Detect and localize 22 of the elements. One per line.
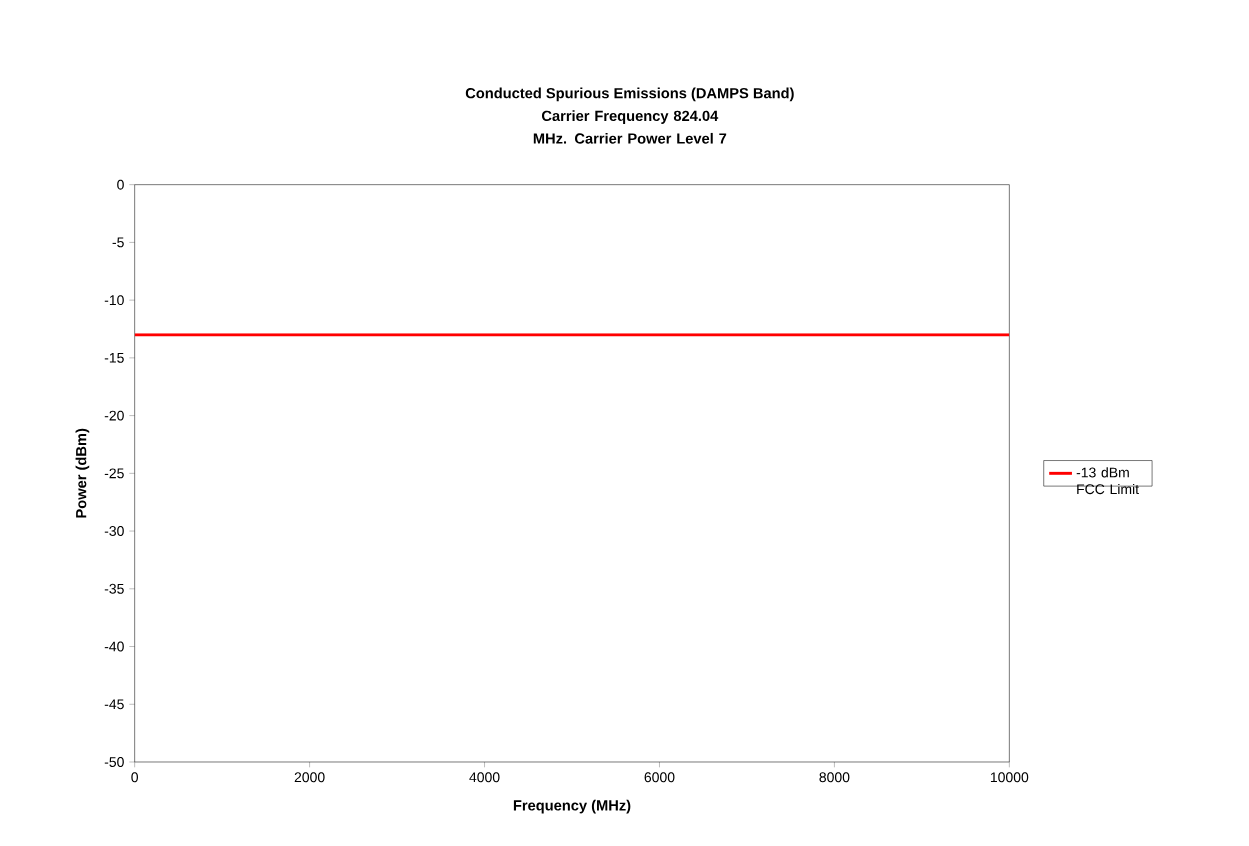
- y-tick-label: 0: [117, 179, 124, 190]
- chart-subtitle: Carrier Frequency 824.04 MHz. Carrier Power Level 7: [533, 110, 727, 144]
- y-tick-label: -45: [104, 699, 124, 710]
- x-tick-label: 2000: [294, 772, 325, 783]
- y-tick-label: -35: [104, 583, 124, 594]
- y-tick-label: -30: [104, 526, 124, 537]
- y-tick-label: -50: [104, 757, 124, 767]
- y-tick-label: -25: [104, 468, 124, 479]
- y-tick-label: -15: [104, 352, 124, 363]
- x-tick-label: 10000: [990, 772, 1029, 783]
- x-tick-label: 0: [131, 772, 139, 783]
- x-tick-label: 6000: [644, 772, 675, 783]
- y-tick-label: -5: [112, 237, 124, 248]
- y-axis-title: Power (dBm): [75, 428, 90, 518]
- legend-label: -13 dBm FCC Limit: [1076, 467, 1139, 495]
- y-tick-label: -40: [104, 641, 124, 652]
- x-tick-label: 8000: [819, 772, 850, 783]
- x-tick-label: 4000: [469, 772, 500, 783]
- chart-title: Conducted Spurious Emissions (DAMPS Band): [465, 87, 794, 102]
- x-axis-title: Frequency (MHz): [513, 799, 631, 814]
- y-tick-label: -10: [104, 295, 124, 306]
- y-tick-label: -20: [104, 410, 124, 421]
